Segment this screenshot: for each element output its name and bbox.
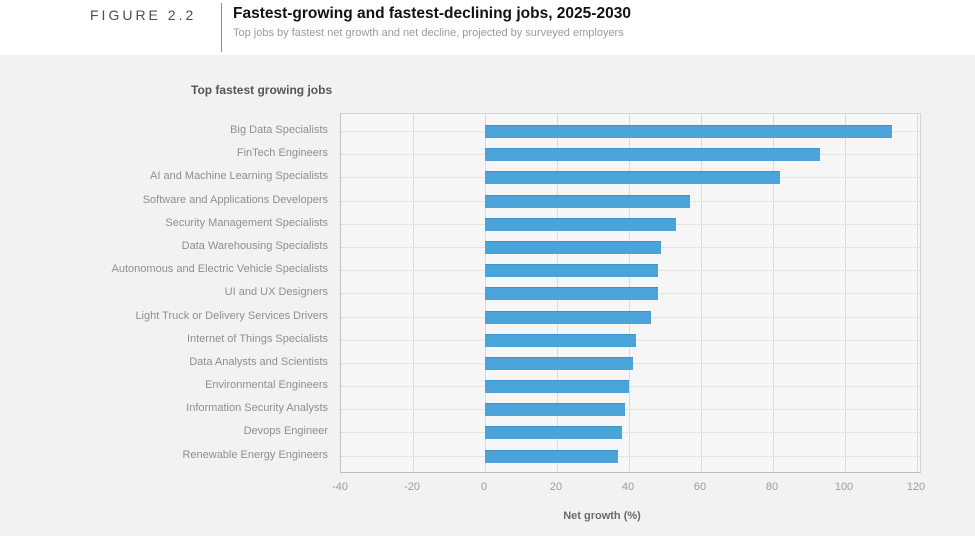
- row-guide-dotted-line: [341, 409, 920, 411]
- x-axis-tick-label: -40: [332, 481, 348, 493]
- bar-row: [341, 421, 920, 444]
- row-guide-dotted-line: [341, 386, 920, 388]
- x-axis-tick-label: 40: [621, 481, 635, 493]
- growth-bar: [485, 426, 622, 440]
- job-label: Light Truck or Delivery Services Drivers: [135, 309, 328, 322]
- growth-bar: [485, 403, 626, 417]
- x-axis-tick-label: -20: [404, 481, 420, 493]
- bar-row: [341, 282, 920, 305]
- growth-bar: [485, 148, 820, 162]
- bar-row: [341, 120, 920, 143]
- x-axis-tick-label: 60: [693, 481, 707, 493]
- bar-row: [341, 213, 920, 236]
- x-axis-tick-labels: -40 -20 0 20 40 60 80 100 120: [332, 481, 925, 495]
- bar-row: [341, 143, 920, 166]
- section-title: Top fastest growing jobs: [191, 83, 333, 97]
- bar-chart-plot-area: [340, 113, 921, 473]
- job-label: UI and UX Designers: [224, 286, 328, 299]
- category-labels-column: Big Data Specialists FinTech Engineers AI …: [0, 113, 328, 473]
- figure-number-label: FIGURE 2.2: [90, 7, 197, 23]
- job-label: Environmental Engineers: [205, 379, 328, 392]
- chart-title: Fastest-growing and fastest-declining jo…: [233, 5, 631, 22]
- growth-bar: [485, 380, 629, 394]
- x-axis-tick-label: 100: [834, 481, 854, 493]
- header-divider: [221, 3, 222, 52]
- growth-bar: [485, 125, 892, 138]
- growth-bar: [485, 171, 781, 185]
- bar-row: [341, 306, 920, 329]
- vertical-gridline: [917, 114, 918, 472]
- job-label: FinTech Engineers: [236, 147, 328, 160]
- x-axis-tick-label: 120: [906, 481, 926, 493]
- row-guide-dotted-line: [341, 455, 920, 457]
- vertical-gridline: [413, 114, 414, 472]
- job-label: Information Security Analysts: [186, 402, 328, 415]
- bar-row: [341, 236, 920, 259]
- bar-row: [341, 329, 920, 352]
- vertical-gridline: [773, 114, 774, 472]
- x-axis-tick-label: 20: [549, 481, 563, 493]
- job-label: Renewable Energy Engineers: [182, 448, 328, 461]
- row-guide-dotted-line: [341, 432, 920, 434]
- bar-row: [341, 190, 920, 213]
- x-axis-tick-label: 0: [480, 481, 488, 493]
- x-axis-tick-label: 80: [765, 481, 779, 493]
- bar-row: [341, 259, 920, 282]
- job-label: AI and Machine Learning Specialists: [150, 170, 328, 183]
- growth-bar: [485, 449, 619, 463]
- bar-row: [341, 445, 920, 468]
- growth-bar: [485, 333, 637, 347]
- x-axis-title: Net growth (%): [563, 510, 641, 522]
- chart-subtitle: Top jobs by fastest net growth and net d…: [233, 27, 624, 39]
- job-label: Devops Engineer: [243, 425, 328, 438]
- bar-row: [341, 352, 920, 375]
- growth-bar: [485, 356, 633, 370]
- growth-bar: [485, 194, 691, 208]
- bar-row: [341, 166, 920, 189]
- job-label: Autonomous and Electric Vehicle Speciali…: [111, 263, 328, 276]
- growth-bar: [485, 287, 658, 301]
- job-label: Big Data Specialists: [230, 124, 328, 136]
- growth-bar: [485, 310, 651, 324]
- figure-header: FIGURE 2.2 Fastest-growing and fastest-d…: [0, 0, 975, 55]
- bar-rows-layer: [341, 120, 920, 468]
- vertical-gridline: [845, 114, 846, 472]
- job-label: Data Warehousing Specialists: [181, 239, 328, 252]
- job-label: Internet of Things Specialists: [186, 332, 328, 345]
- growth-bar: [485, 240, 662, 254]
- growth-bar: [485, 264, 658, 278]
- job-label: Data Analysts and Scientists: [189, 355, 328, 368]
- job-label: Security Management Specialists: [165, 216, 328, 229]
- bar-row: [341, 375, 920, 398]
- job-label: Software and Applications Developers: [142, 193, 328, 206]
- vertical-gridline: [701, 114, 702, 472]
- growth-bar: [485, 217, 676, 231]
- bar-row: [341, 398, 920, 421]
